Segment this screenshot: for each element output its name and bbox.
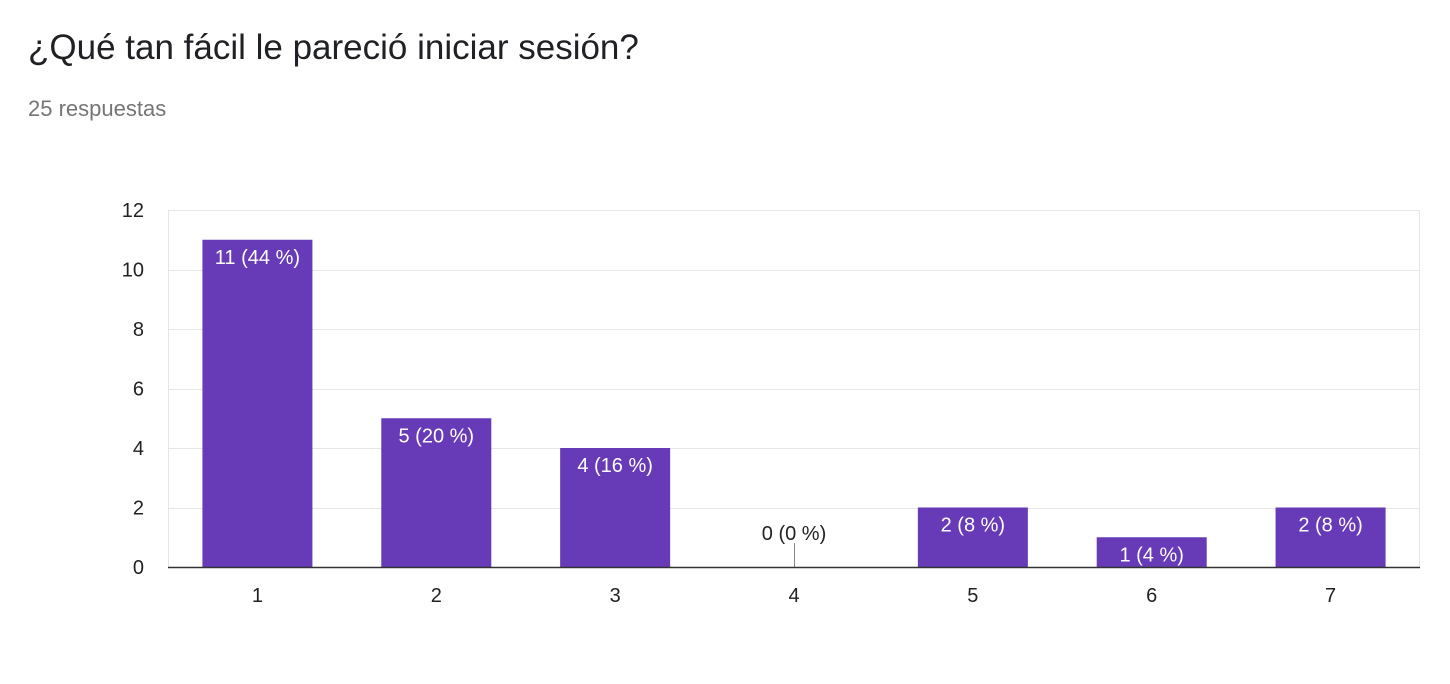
y-tick-label: 0 [133, 557, 144, 579]
x-tick-label: 1 [252, 585, 263, 607]
data-label: 5 (20 %) [398, 425, 474, 447]
y-tick-label: 8 [133, 319, 144, 341]
bar[interactable] [1275, 507, 1386, 568]
bar[interactable] [917, 507, 1028, 568]
x-tick-label: 3 [610, 585, 621, 607]
bar[interactable] [560, 448, 671, 567]
bar[interactable] [381, 418, 492, 567]
y-tick-label: 10 [122, 260, 144, 282]
y-tick-label: 2 [133, 498, 144, 520]
y-tick-label: 4 [133, 438, 144, 460]
data-label: 11 (44 %) [215, 247, 300, 269]
bar[interactable] [202, 239, 313, 567]
data-label: 0 (0 %) [762, 523, 826, 545]
data-label: 2 (8 %) [941, 515, 1005, 537]
data-label: 1 (4 %) [1119, 544, 1183, 566]
data-label: 2 (8 %) [1298, 515, 1362, 537]
data-label: 4 (16 %) [577, 455, 653, 477]
response-count: 25 respuestas [28, 96, 167, 121]
x-tick-label: 6 [1146, 585, 1157, 607]
x-tick-label: 2 [431, 585, 442, 607]
y-tick-label: 6 [133, 379, 144, 401]
x-tick-label: 5 [967, 585, 978, 607]
chart-title: ¿Qué tan fácil le pareció iniciar sesión… [28, 28, 639, 67]
x-tick-label: 7 [1325, 585, 1336, 607]
y-tick-label: 12 [122, 200, 144, 222]
x-tick-label: 4 [788, 585, 799, 607]
bar[interactable] [1096, 537, 1207, 567]
